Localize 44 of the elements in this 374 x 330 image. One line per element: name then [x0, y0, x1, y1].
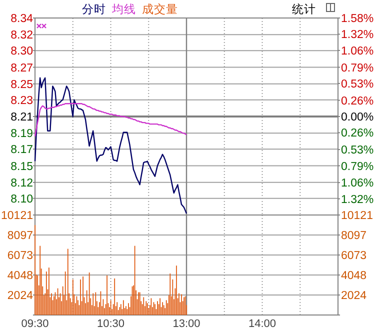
y-tick-label: 8.19 [10, 128, 33, 140]
y2-tick-label: 4048 [341, 270, 367, 282]
y2-tick-label: 0.26% [341, 95, 374, 108]
y2-tick-label: 1.32% [341, 194, 374, 206]
x-tick-label: 10:30 [96, 318, 125, 330]
y-tick-label: 8.34 [10, 13, 34, 26]
text: 统计 [292, 2, 316, 16]
y2-tick-label: 10121 [341, 210, 373, 222]
y-tick-label: 8.25 [10, 78, 33, 91]
text: 分时 [82, 3, 106, 16]
y2-tick-label: 1.06% [341, 45, 374, 58]
y-tick-label: 2024 [7, 290, 34, 302]
line-series [34, 77, 188, 214]
y2-tick-label: 0.79% [341, 160, 374, 173]
y2-tick-label: 0.53% [341, 78, 374, 90]
y2-tick-label: 0.79% [341, 62, 374, 74]
y-tick-label: 8.27 [10, 62, 33, 74]
x-tick-label: 14:00 [248, 318, 276, 330]
y2-tick-label: 0.00% [341, 112, 374, 124]
y2-tick-label: 0.53% [341, 144, 374, 157]
y2-tick-label: 1.58% [341, 13, 374, 26]
y-tick-label: 8.21 [10, 112, 33, 124]
line-series [34, 103, 188, 137]
y2-tick-label: 6073 [341, 250, 367, 262]
y2-tick-label: 0.26% [341, 128, 374, 140]
x-tick-label: 09:30 [21, 318, 49, 330]
y-tick-label: 8.15 [10, 160, 33, 173]
text: 成交量 [142, 4, 178, 16]
text: 均线 [111, 3, 136, 16]
x-tick-label: 13:00 [172, 318, 200, 330]
y-tick-label: 8.10 [10, 193, 33, 206]
y2-tick-label: 1.32% [341, 29, 374, 42]
y-tick-label: 8097 [7, 230, 33, 242]
y-tick-label: 8.32 [10, 30, 33, 42]
y-tick-label: 8.17 [10, 144, 33, 156]
y-tick-label: 6073 [7, 250, 33, 262]
y-tick-label: 10121 [1, 210, 33, 222]
y-tick-label: 4048 [7, 270, 33, 282]
y2-tick-label: 2024 [341, 290, 368, 302]
y-tick-label: 8.23 [10, 94, 33, 107]
y-tick-label: 8.12 [10, 177, 33, 190]
y-tick-label: 8.30 [10, 46, 33, 58]
y2-tick-label: 8097 [341, 230, 367, 242]
y2-tick-label: 1.06% [341, 178, 374, 190]
